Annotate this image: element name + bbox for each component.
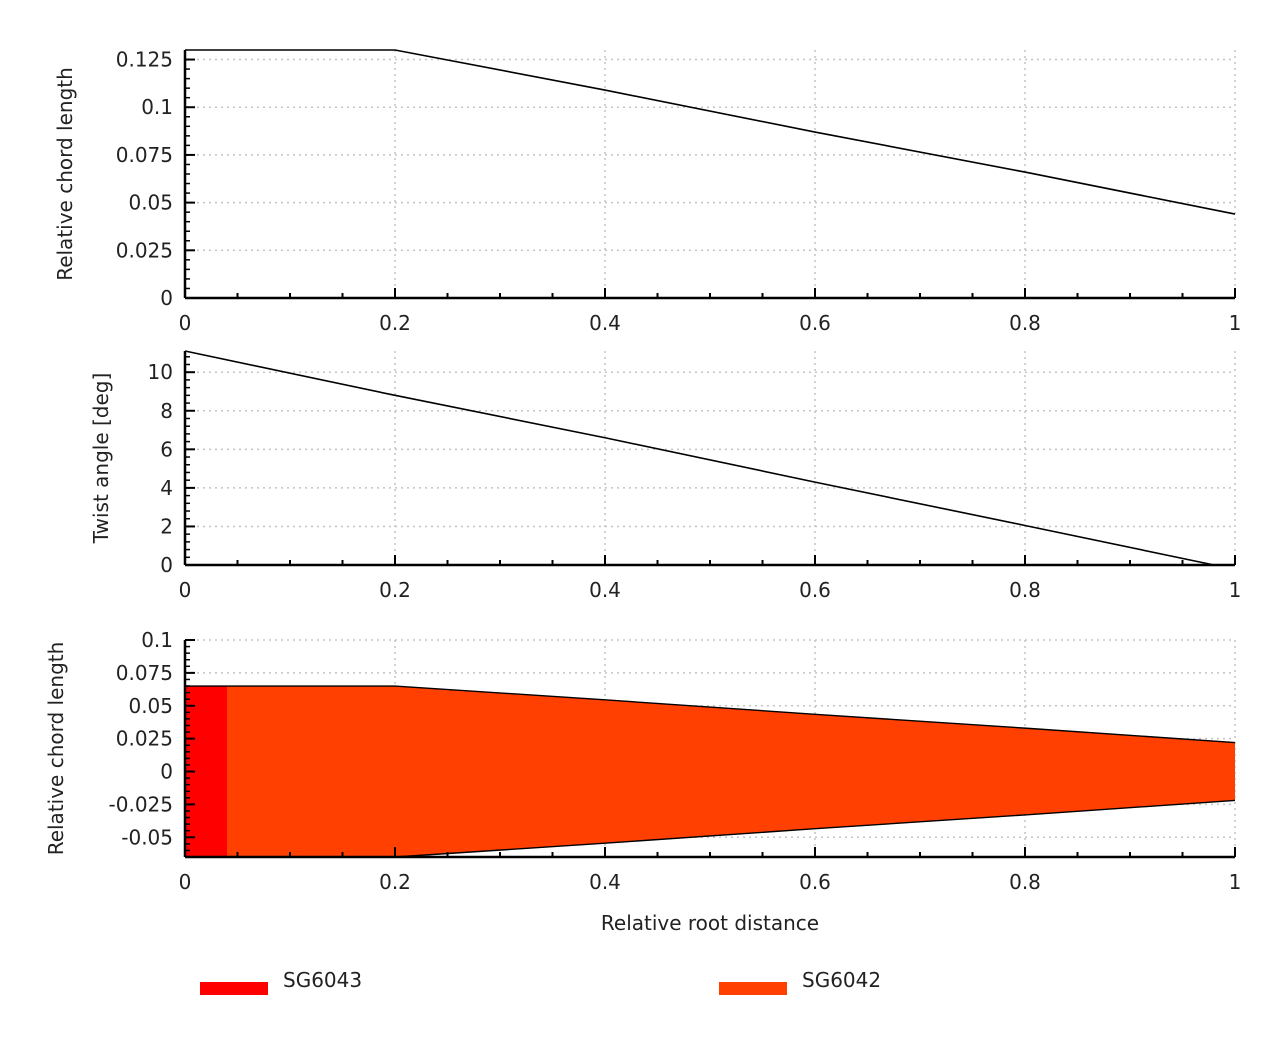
x-tick-label: 1 <box>1229 311 1242 335</box>
y-tick-label: 0 <box>160 553 173 577</box>
y-tick-label: 0.075 <box>116 661 173 685</box>
x-tick-label: 1 <box>1229 870 1242 894</box>
x-tick-label: 0 <box>179 870 192 894</box>
y-tick-label: -0.025 <box>109 792 173 816</box>
x-tick-label: 1 <box>1229 578 1242 602</box>
y-tick-label: 0.05 <box>128 694 173 718</box>
legend-swatch <box>200 982 268 995</box>
y-tick-label: 0.125 <box>116 48 173 72</box>
blade-section-SG6043 <box>185 686 227 857</box>
x-tick-label: 0 <box>179 311 192 335</box>
x-tick-label: 0.8 <box>1009 311 1041 335</box>
y-tick-label: 0 <box>160 286 173 310</box>
legend-label: SG6042 <box>802 968 881 992</box>
y-tick-label: 0.075 <box>116 143 173 167</box>
outline-upper <box>185 685 1236 744</box>
x-tick-label: 0.8 <box>1009 870 1041 894</box>
x-tick-label: 0.2 <box>379 870 411 894</box>
y-axis-label: Relative chord length <box>44 642 68 856</box>
y-tick-label: 2 <box>160 514 173 538</box>
x-tick-label: 0.6 <box>799 870 831 894</box>
y-tick-label: 0.1 <box>141 95 173 119</box>
x-tick-label: 0 <box>179 578 192 602</box>
x-tick-label: 0.6 <box>799 578 831 602</box>
legend: SG6043 SG6042 <box>200 968 881 995</box>
plot-panel-0: 0 0.2 0.4 0.6 0.8 1 0 0.025 0.05 0.075 0.1 0.125 Rel… <box>53 48 1241 335</box>
legend-swatch <box>719 982 787 995</box>
x-tick-label: 0.4 <box>589 311 621 335</box>
y-axis-label: Twist angle [deg] <box>89 373 113 545</box>
x-tick-label: 0.6 <box>799 311 831 335</box>
y-tick-label: 8 <box>160 399 173 423</box>
x-tick-label: 0.8 <box>1009 578 1041 602</box>
y-tick-label: 6 <box>160 437 173 461</box>
y-tick-label: 10 <box>148 360 173 384</box>
blade-section-SG6042 <box>227 686 1235 857</box>
x-axis-label: Relative root distance <box>601 911 819 935</box>
y-tick-label: 0.025 <box>116 238 173 262</box>
x-tick-label: 0.4 <box>589 578 621 602</box>
data-line <box>185 49 1236 215</box>
legend-label: SG6043 <box>283 968 362 992</box>
y-tick-label: 4 <box>160 476 173 500</box>
y-axis-label: Relative chord length <box>53 67 77 281</box>
y-tick-label: 0.1 <box>141 628 173 652</box>
y-tick-label: 0 <box>160 760 173 784</box>
x-tick-label: 0.2 <box>379 311 411 335</box>
y-tick-label: -0.05 <box>121 825 173 849</box>
data-line <box>184 350 1215 566</box>
x-tick-label: 0.2 <box>379 578 411 602</box>
y-tick-label: 0.025 <box>116 727 173 751</box>
plot-panel-2: 0 0.2 0.4 0.6 0.8 1 -0.05 -0.025 0 0.025 0.05 0.075… <box>44 628 1241 995</box>
y-tick-label: 0.05 <box>128 191 173 215</box>
x-tick-label: 0.4 <box>589 870 621 894</box>
